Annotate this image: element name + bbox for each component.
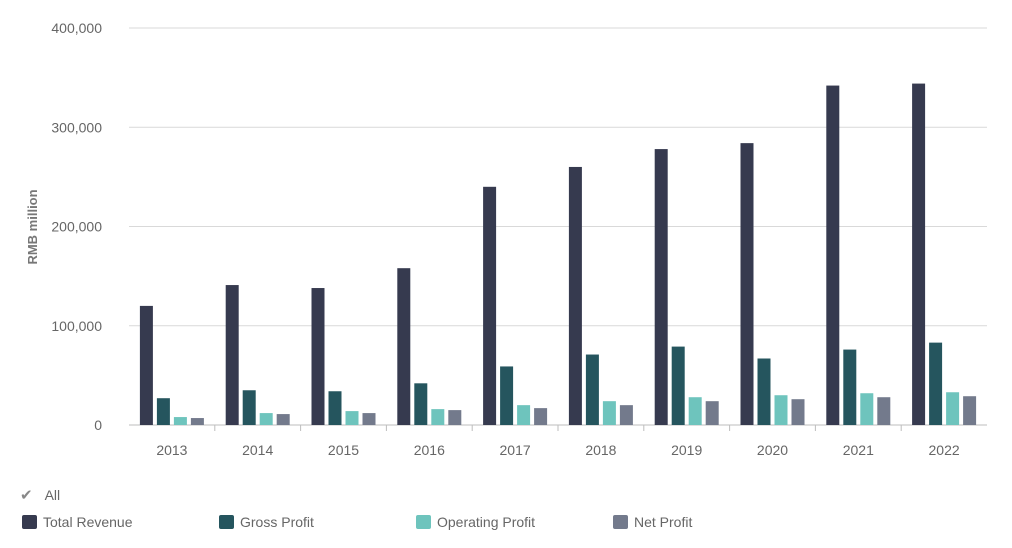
x-tick-label: 2021 [843, 442, 874, 458]
checkmark-icon: ✔ [20, 487, 33, 504]
bar-operating-profit [946, 392, 960, 425]
bar-total-revenue [139, 305, 153, 425]
x-tick-label: 2022 [929, 442, 960, 458]
bar-net-profit [877, 397, 891, 425]
bar-total-revenue [740, 143, 754, 425]
bar-operating-profit [602, 401, 616, 425]
bar-operating-profit [860, 393, 874, 425]
bar-net-profit [362, 413, 376, 425]
legend-toggle-all[interactable]: ✔ All [20, 486, 60, 504]
bar-total-revenue [654, 149, 668, 425]
legend-item-gross-profit[interactable]: Gross Profit [219, 514, 314, 530]
bar-gross-profit [929, 342, 943, 425]
bar-operating-profit [688, 397, 702, 425]
bar-operating-profit [774, 395, 788, 425]
bar-operating-profit [431, 409, 445, 425]
bar-net-profit [791, 399, 805, 425]
x-tick-label: 2016 [414, 442, 445, 458]
bar-gross-profit [671, 346, 685, 425]
bar-operating-profit [345, 411, 359, 425]
y-tick-label: 200,000 [51, 219, 102, 235]
x-tick-label: 2020 [757, 442, 788, 458]
bar-total-revenue [483, 186, 497, 425]
bar-net-profit [276, 414, 290, 425]
bar-total-revenue [912, 83, 926, 425]
bar-total-revenue [225, 285, 239, 425]
y-tick-label: 0 [94, 417, 102, 433]
bar-total-revenue [311, 288, 325, 425]
bar-operating-profit [517, 405, 531, 425]
legend-swatch-operating-profit [416, 515, 431, 529]
y-axis-title: RMB million [25, 189, 40, 264]
bar-net-profit [705, 401, 719, 425]
legend-swatch-total-revenue [22, 515, 37, 529]
legend-label-gross-profit: Gross Profit [240, 514, 314, 530]
legend-label-total-revenue: Total Revenue [43, 514, 133, 530]
bar-net-profit [963, 396, 977, 425]
bar-total-revenue [397, 268, 411, 425]
legend-label-net-profit: Net Profit [634, 514, 693, 530]
bar-gross-profit [843, 349, 857, 425]
bar-net-profit [534, 408, 548, 425]
bar-total-revenue [826, 85, 840, 425]
bar-gross-profit [328, 391, 342, 425]
bar-operating-profit [173, 417, 187, 425]
legend-swatch-gross-profit [219, 515, 234, 529]
bar-net-profit [448, 410, 462, 425]
x-tick-label: 2019 [671, 442, 702, 458]
legend-item-operating-profit[interactable]: Operating Profit [416, 514, 535, 530]
legend-item-net-profit[interactable]: Net Profit [613, 514, 692, 530]
legend-swatch-net-profit [613, 515, 628, 529]
legend-all-label: All [44, 487, 61, 503]
x-tick-label: 2015 [328, 442, 359, 458]
bar-net-profit [619, 405, 633, 425]
bar-gross-profit [585, 354, 599, 425]
bar-gross-profit [242, 390, 256, 425]
bar-gross-profit [757, 358, 771, 425]
bar-operating-profit [259, 413, 273, 425]
x-tick-label: 2017 [500, 442, 531, 458]
legend-item-total-revenue[interactable]: Total Revenue [22, 514, 133, 530]
bar-net-profit [190, 418, 204, 425]
x-tick-label: 2014 [242, 442, 273, 458]
legend-label-operating-profit: Operating Profit [437, 514, 536, 530]
y-tick-label: 100,000 [51, 318, 102, 334]
bar-gross-profit [156, 398, 170, 425]
y-tick-label: 300,000 [51, 119, 102, 135]
bar-gross-profit [500, 366, 514, 425]
x-tick-label: 2018 [585, 442, 616, 458]
bar-total-revenue [568, 166, 582, 425]
bar-gross-profit [414, 383, 428, 425]
x-tick-label: 2013 [156, 442, 187, 458]
y-tick-label: 400,000 [51, 20, 102, 36]
